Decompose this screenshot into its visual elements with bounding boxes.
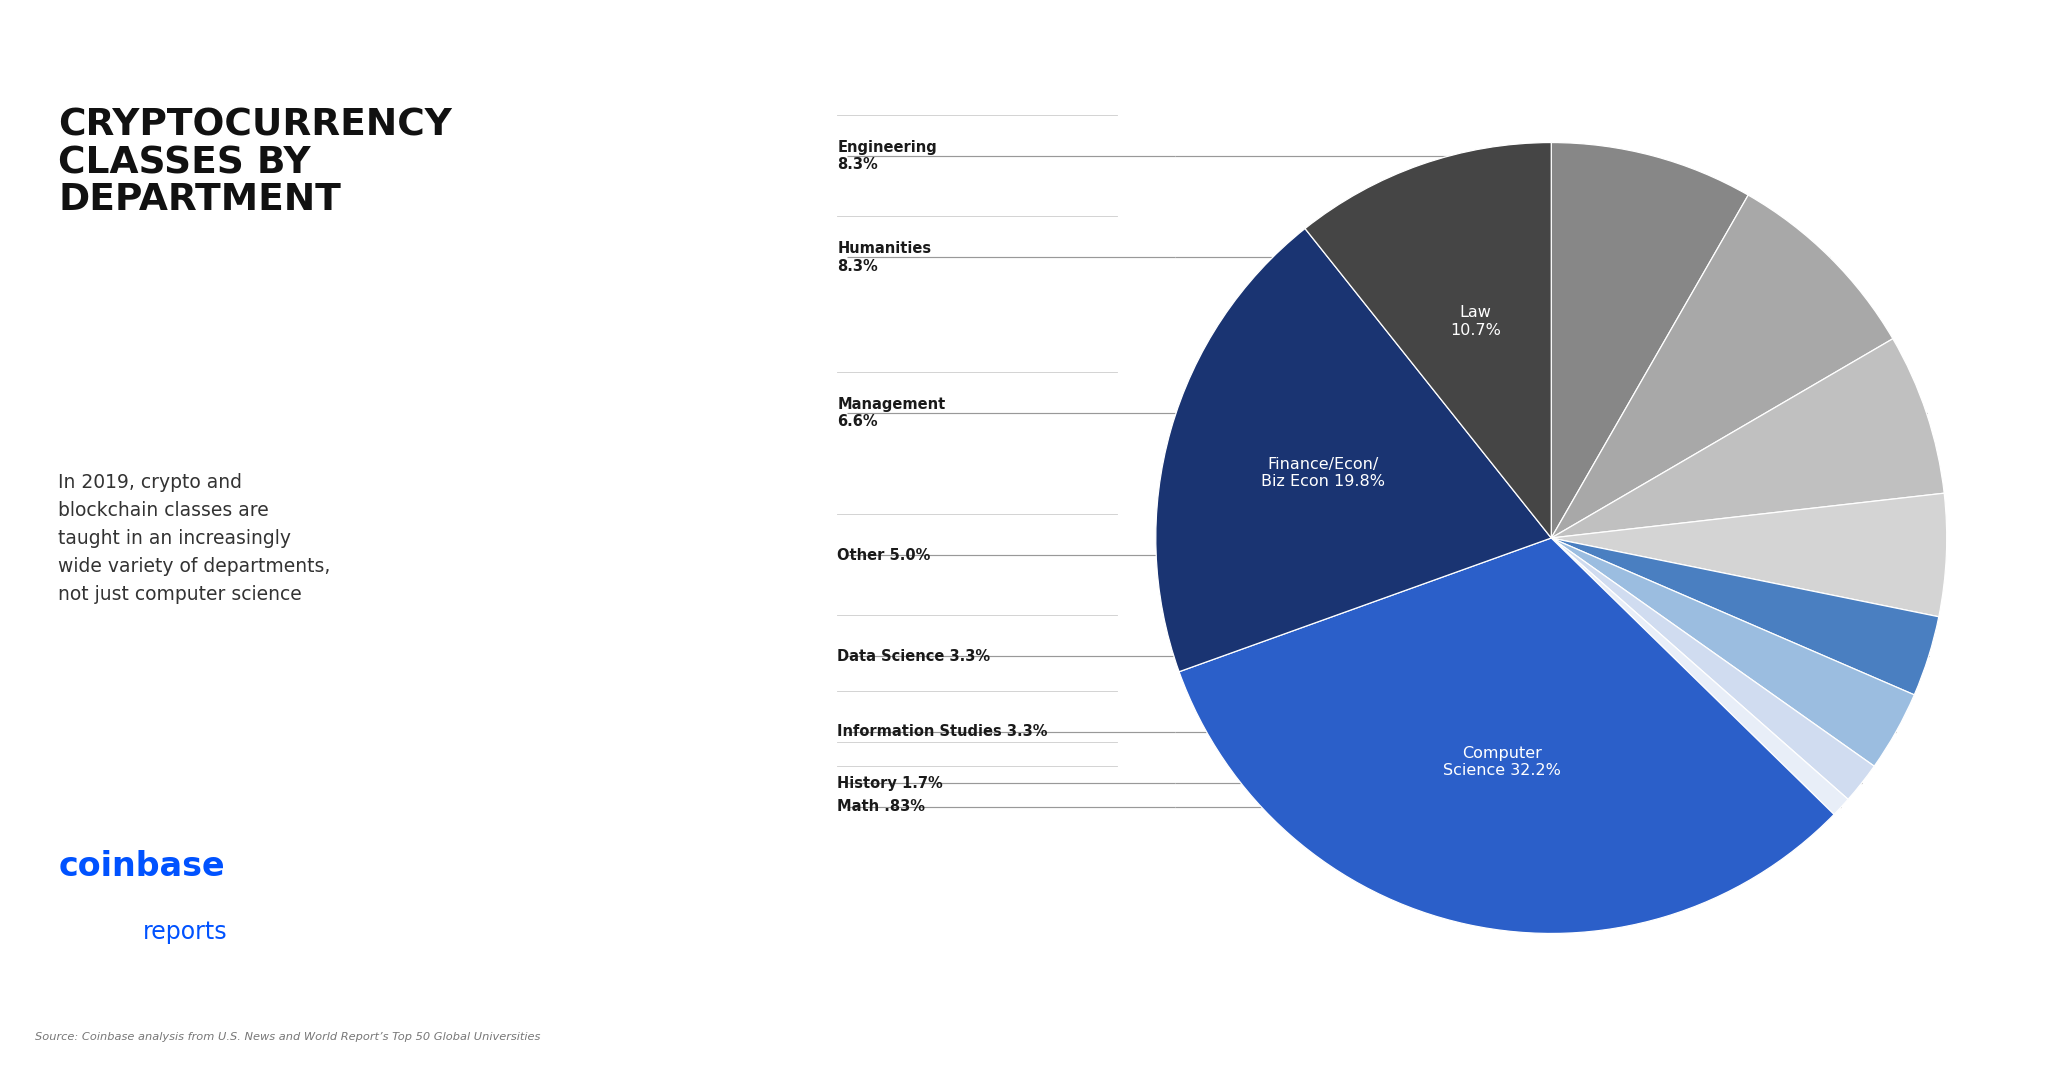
- Wedge shape: [1550, 538, 1847, 815]
- Text: CRYPTOCURRENCY
CLASSES BY
DEPARTMENT: CRYPTOCURRENCY CLASSES BY DEPARTMENT: [57, 108, 453, 218]
- Wedge shape: [1550, 538, 1915, 766]
- Text: Management
6.6%: Management 6.6%: [838, 397, 946, 429]
- Wedge shape: [1305, 142, 1550, 538]
- Text: Computer
Science 32.2%: Computer Science 32.2%: [1444, 746, 1561, 778]
- Text: History 1.7%: History 1.7%: [838, 776, 944, 791]
- Text: Finance/Econ/
Biz Econ 19.8%: Finance/Econ/ Biz Econ 19.8%: [1262, 457, 1384, 490]
- Text: Data Science 3.3%: Data Science 3.3%: [838, 649, 991, 664]
- Text: Law
10.7%: Law 10.7%: [1450, 306, 1501, 338]
- Text: reports: reports: [143, 920, 227, 944]
- Text: Other 5.0%: Other 5.0%: [838, 548, 932, 563]
- Wedge shape: [1155, 228, 1550, 671]
- Text: Engineering
8.3%: Engineering 8.3%: [838, 140, 938, 172]
- Text: Information Studies 3.3%: Information Studies 3.3%: [838, 724, 1049, 739]
- Text: In 2019, crypto and
blockchain classes are
taught in an increasingly
wide variet: In 2019, crypto and blockchain classes a…: [57, 473, 330, 605]
- Text: Humanities
8.3%: Humanities 8.3%: [838, 241, 932, 273]
- Text: Source: Coinbase analysis from U.S. News and World Report’s Top 50 Global Univer: Source: Coinbase analysis from U.S. News…: [35, 1032, 541, 1042]
- Text: coinbase: coinbase: [57, 850, 225, 883]
- Wedge shape: [1550, 195, 1892, 538]
- Wedge shape: [1550, 142, 1749, 538]
- Wedge shape: [1550, 339, 1944, 538]
- Wedge shape: [1550, 538, 1939, 695]
- Text: Math .83%: Math .83%: [838, 799, 926, 815]
- Wedge shape: [1550, 538, 1874, 799]
- Wedge shape: [1550, 493, 1948, 617]
- Wedge shape: [1180, 538, 1835, 934]
